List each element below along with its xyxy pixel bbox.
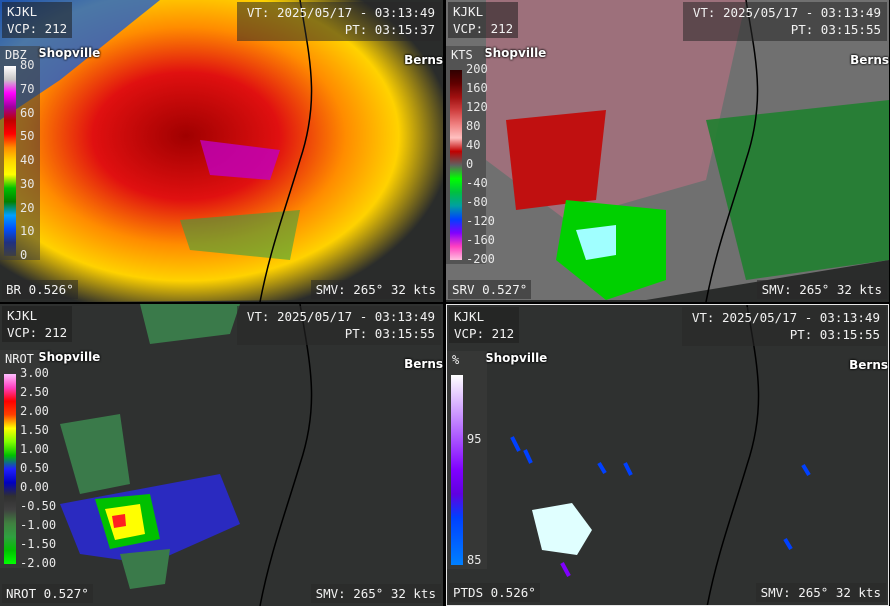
storm-motion-label: SMV: 265° 32 kts [755, 583, 886, 602]
station-id: KJKL [7, 308, 38, 323]
storm-motion-label: SMV: 265° 32 kts [756, 280, 887, 299]
valid-time: VT: 2025/05/17 - 03:13:49 [691, 310, 880, 325]
legend-tick-label: 40 [466, 138, 481, 152]
legend-tick-label: 85 [467, 553, 482, 568]
process-time: PT: 03:15:55 [789, 327, 880, 342]
legend-tick-label: 0 [20, 248, 28, 262]
legend-tick-label: 0 [466, 157, 474, 171]
legend-tick-label: 50 [20, 129, 35, 144]
legend-tick-label: -80 [466, 195, 488, 209]
legend-tick-label: 0.50 [20, 461, 49, 475]
legend-tick-label: -160 [466, 233, 495, 247]
process-time: PT: 03:15:55 [344, 326, 435, 341]
legend-tick-label: 70 [20, 81, 35, 96]
legend-tick-label: 1.50 [20, 423, 49, 437]
legend-tick-label: 30 [20, 176, 35, 191]
vcp-label: VCP: 212 [7, 21, 68, 36]
product-label: BR 0.526° [2, 280, 78, 299]
radar-panel-ptds[interactable]: KJKL VCP: 212 VT: 2025/05/17 - 03:13:49 … [446, 304, 889, 606]
color-legend: DBZ 80 70 60 50 40 30 20 10 0 [0, 46, 40, 262]
radar-panel-reflectivity[interactable]: KJKL VCP: 212 VT: 2025/05/17 - 03:13:49 … [0, 0, 443, 302]
velocity-radar-image [446, 0, 889, 302]
station-info: KJKL VCP: 212 [449, 307, 520, 343]
legend-tick-label: -2.00 [20, 556, 57, 570]
legend-tick-label: 120 [466, 100, 488, 114]
time-info: VT: 2025/05/17 - 03:13:49 PT: 03:15:37 [236, 2, 441, 41]
vcp-label: VCP: 212 [453, 21, 514, 36]
station-id: KJKL [454, 309, 485, 324]
legend-color-bar [4, 66, 16, 256]
city-label-berns: Berns [404, 357, 443, 371]
legend-tick-label: -40 [466, 176, 488, 190]
radar-panel-nrot[interactable]: KJKL VCP: 212 VT: 2025/05/17 - 03:13:49 … [0, 304, 443, 606]
radar-panel-velocity[interactable]: KJKL VCP: 212 VT: 2025/05/17 - 03:13:49 … [446, 0, 889, 302]
color-legend: KTS 200 160 120 80 40 0 -40 -80 -120 -160 -200 [446, 46, 495, 266]
legend-tick-label: -1.50 [20, 537, 57, 551]
valid-time: VT: 2025/05/17 - 03:13:49 [246, 309, 435, 324]
time-info: VT: 2025/05/17 - 03:13:49 PT: 03:15:55 [236, 306, 441, 345]
process-time: PT: 03:15:55 [790, 22, 881, 37]
city-label-shopville: Shopville [484, 46, 547, 60]
station-id: KJKL [7, 4, 38, 19]
valid-time: VT: 2025/05/17 - 03:13:49 [246, 5, 435, 20]
station-info: KJKL VCP: 212 [2, 306, 73, 342]
legend-tick-label: 0.00 [20, 480, 49, 494]
legend-tick-label: -1.00 [20, 518, 57, 532]
legend-tick-label: 160 [466, 81, 488, 95]
legend-tick-label: 80 [20, 58, 35, 72]
process-time: PT: 03:15:37 [344, 22, 435, 37]
station-id: KJKL [453, 4, 484, 19]
product-label: NROT 0.527° [2, 584, 93, 603]
legend-tick-label: 10 [20, 224, 35, 239]
legend-tick-label: 40 [20, 153, 35, 167]
city-label-berns: Berns [849, 358, 888, 372]
color-legend: % 95 85 [447, 351, 487, 569]
vcp-label: VCP: 212 [454, 326, 515, 341]
legend-tick-label: 80 [466, 119, 481, 133]
legend-unit: DBZ [5, 48, 27, 62]
legend-tick-label: 200 [466, 62, 488, 76]
time-info: VT: 2025/05/17 - 03:13:49 PT: 03:15:55 [681, 307, 886, 346]
legend-tick-label: -0.50 [20, 499, 57, 513]
color-legend: NROT 3.00 2.50 2.00 1.50 1.00 0.50 0.00 -0.50 -1… [0, 350, 56, 570]
legend-color-bar [451, 375, 463, 565]
legend-tick-label: -200 [466, 252, 495, 266]
storm-motion-label: SMV: 265° 32 kts [310, 280, 441, 299]
station-info: KJKL VCP: 212 [2, 2, 73, 38]
legend-tick-label: 3.00 [20, 366, 49, 380]
storm-motion-label: SMV: 265° 32 kts [310, 584, 441, 603]
legend-color-bar [450, 70, 462, 260]
legend-tick-label: 20 [20, 200, 35, 215]
legend-color-bar [4, 374, 16, 564]
legend-unit: NROT [5, 352, 34, 366]
ptds-radar-image [447, 305, 888, 605]
valid-time: VT: 2025/05/17 - 03:13:49 [692, 5, 881, 20]
vcp-label: VCP: 212 [7, 325, 68, 340]
city-label-shopville: Shopville [38, 350, 101, 364]
station-info: KJKL VCP: 212 [448, 2, 519, 38]
legend-unit: % [452, 353, 460, 367]
city-label-shopville: Shopville [38, 46, 101, 60]
time-info: VT: 2025/05/17 - 03:13:49 PT: 03:15:55 [682, 2, 887, 41]
city-label-shopville: Shopville [485, 351, 548, 365]
legend-tick-label: 2.50 [20, 385, 49, 399]
legend-tick-label: 2.00 [20, 404, 49, 418]
city-label-berns: Berns [404, 53, 443, 67]
legend-tick-label: 95 [467, 431, 482, 446]
product-label: SRV 0.527° [448, 280, 532, 299]
legend-unit: KTS [451, 48, 473, 62]
city-label-berns: Berns [850, 53, 889, 67]
legend-tick-label: 1.00 [20, 442, 49, 456]
legend-tick-label: 60 [20, 105, 35, 120]
legend-tick-label: -120 [466, 214, 495, 228]
product-label: PTDS 0.526° [449, 583, 540, 602]
nrot-radar-image [0, 304, 443, 606]
